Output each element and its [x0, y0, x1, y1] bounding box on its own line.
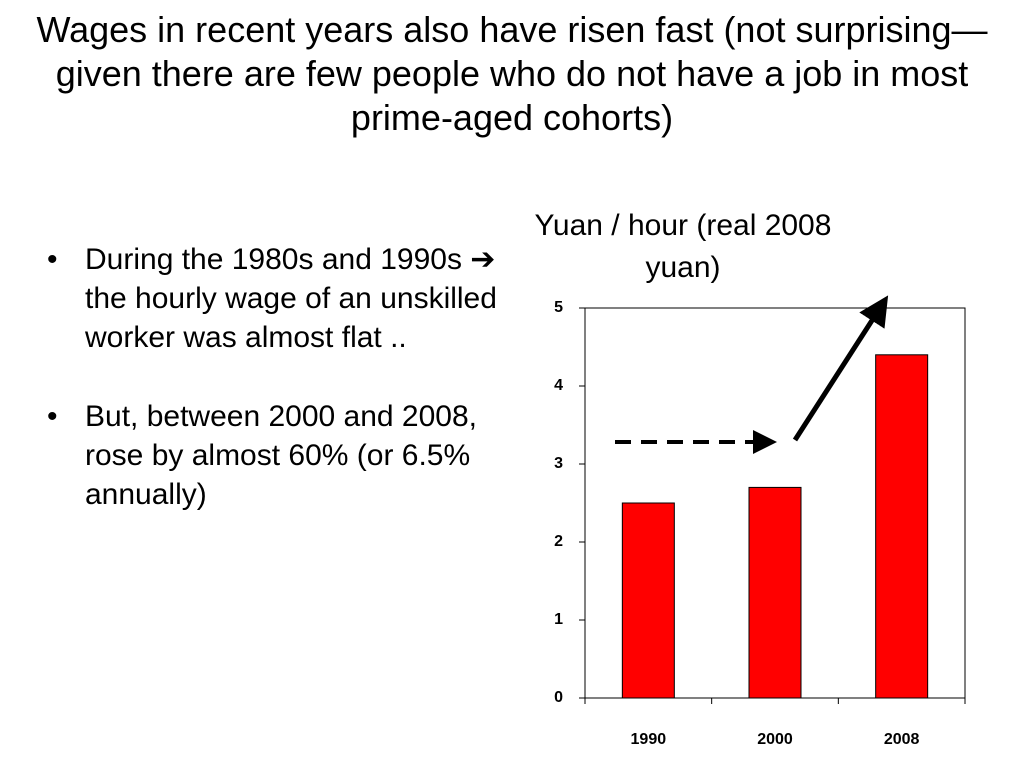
y-tick-label: 3	[554, 455, 563, 472]
bar	[621, 502, 675, 699]
y-tick-label: 4	[554, 377, 563, 394]
x-tick-label: 2008	[884, 731, 920, 748]
y-tick-label: 2	[554, 533, 563, 550]
y-axis-title: Yuan / hour (real 2008 yuan)	[534, 209, 832, 284]
bullet-list: During the 1980s and 1990s ➔ the hourly …	[45, 240, 515, 554]
x-tick-label: 2000	[757, 731, 793, 748]
bar	[875, 354, 929, 699]
annotation-arrow	[792, 295, 889, 442]
bar	[748, 486, 802, 699]
y-tick-label: 0	[554, 689, 563, 706]
y-tick-label: 5	[554, 299, 563, 316]
bullet: But, between 2000 and 2008, rose by almo…	[47, 397, 515, 514]
x-tick-label: 1990	[631, 731, 667, 748]
slide-title: Wages in recent years also have risen fa…	[36, 9, 988, 138]
bullet: During the 1980s and 1990s ➔ the hourly …	[47, 240, 515, 357]
y-tick-label: 1	[554, 611, 563, 628]
